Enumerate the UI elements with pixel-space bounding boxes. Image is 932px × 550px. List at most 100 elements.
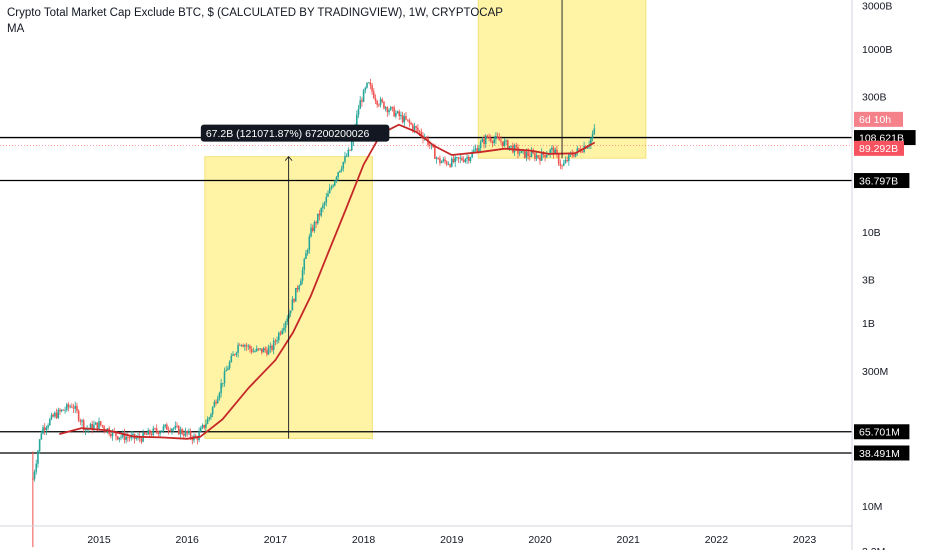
candle-236 [430,144,433,150]
candle-251 [456,156,458,161]
candle-295 [530,147,533,158]
candle-body [57,409,60,418]
candle-body [369,82,372,86]
candle-body [252,351,255,353]
candle-body [267,348,270,355]
time-axis[interactable]: 2015 2016 2017 2018 2019 2020 2021 2022 2023 [87,534,816,546]
candle-body [479,142,482,149]
candle-body [196,437,199,440]
candle-body [118,437,121,440]
candle-body [255,348,258,352]
candle-145 [276,336,278,345]
candle-151 [286,315,289,325]
candle-body [556,149,558,154]
candle-body [157,431,160,434]
candle-body [42,427,44,434]
candle-body [496,135,499,138]
candle-body [476,148,479,153]
candle-143 [272,337,275,355]
candle-80 [166,422,168,431]
candle-body [120,436,122,438]
candle-65 [140,437,143,444]
candle-body [305,253,307,259]
candle-209 [384,105,387,112]
candle-body [127,436,129,438]
candle-93 [188,428,190,435]
candle-70 [149,429,151,438]
candle-21 [65,402,68,413]
candle-body [342,161,345,169]
level-tag-6-bg [854,445,910,461]
candle-body [505,140,507,142]
candle-41 [99,420,102,427]
candle-body [530,151,533,157]
candle-122 [237,342,239,358]
price-axis[interactable]: 3200000B1000000B100000B10000B3000B1000B3… [862,0,910,550]
candle-221 [405,111,407,121]
candle-101 [201,423,204,430]
candle-178 [332,183,334,189]
candle-154 [291,296,294,311]
candle-160 [301,266,304,285]
candle-body [123,432,126,441]
candle-body [115,431,117,437]
candle-246 [447,161,450,166]
candle-body [398,111,401,117]
candle-body [128,437,131,439]
projection-annotations: 67.2B (121071.87%) 6720020002678243.795B… [200,124,390,142]
candle-114 [223,367,226,387]
candle-313 [561,164,563,170]
candle-158 [298,284,300,292]
candle-body [362,90,365,102]
candle-body [43,427,46,431]
candle-body [155,428,158,432]
candle-body [384,107,387,109]
candle-185 [344,151,346,164]
candle-81 [167,426,170,435]
candle-body [149,430,151,435]
candle-body [93,424,95,430]
candle-body [561,165,563,167]
candle-31 [82,418,85,433]
plot-area[interactable] [0,0,852,550]
candle-body [520,150,523,153]
x-tick-label: 2021 [617,534,641,546]
candle-body [210,414,212,418]
candle-127 [245,342,248,351]
candle-169 [317,213,319,225]
indicator-label[interactable]: MA [7,23,25,35]
y-tick-label: 3000B [862,0,892,12]
candle-274 [495,132,497,144]
candle-body [245,345,248,347]
candle-252 [457,156,460,164]
candle-52 [118,437,121,443]
level-tag-6-text: 38.491M [859,448,900,460]
candle-body [300,280,302,286]
candle-body [434,147,436,159]
candle-body [189,431,192,438]
candle-121 [235,351,238,358]
ma-line [59,123,596,440]
candle-body [333,180,336,186]
candle-body [525,152,528,158]
candle-body [52,414,55,417]
candle-body [437,157,440,159]
candle-body [222,383,224,384]
candle-body [361,100,363,102]
candle-body [551,147,553,150]
candle-body [401,115,404,123]
candle-body [337,172,339,178]
candle-256 [464,158,467,164]
candle-body [40,433,43,440]
candle-body [198,431,200,440]
candle-body [318,213,321,216]
candle-89 [181,427,183,436]
candle-body [284,321,287,328]
candle-202 [372,88,375,99]
candle-body [467,156,470,161]
candle-body [376,100,378,105]
candle-99 [198,427,200,443]
candle-body [315,221,317,224]
candle-124 [240,344,243,347]
